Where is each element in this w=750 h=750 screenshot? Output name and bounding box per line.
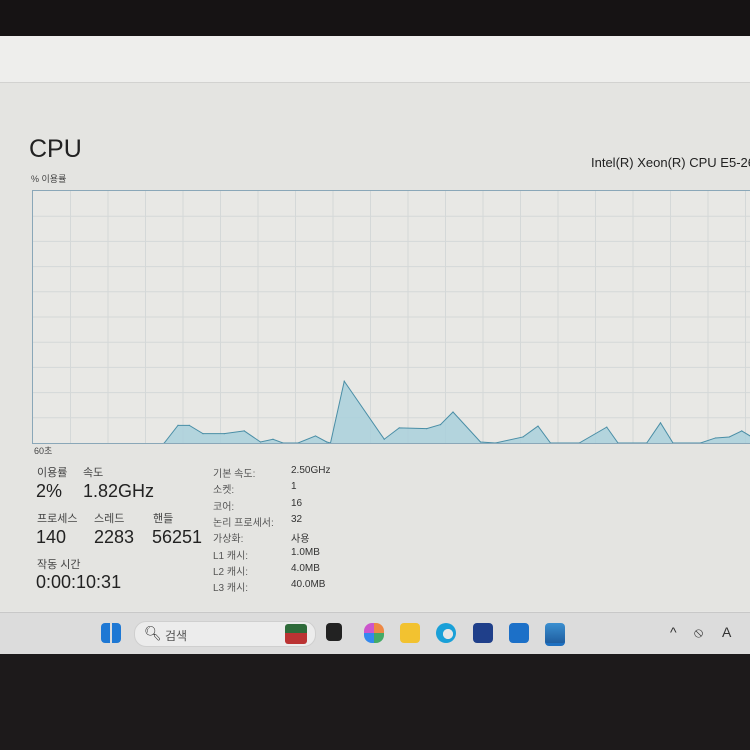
processes-value: 140 [36, 527, 67, 547]
uptime-value: 0:00:10:31 [36, 572, 122, 592]
data-point [426, 428, 428, 430]
processes-label: 프로세스 [37, 513, 78, 525]
data-point [343, 380, 345, 382]
windows-start-icon[interactable] [101, 623, 121, 643]
search-placeholder: 검색 [165, 629, 188, 643]
spec-value: 2.50GHz [291, 465, 331, 476]
data-point [398, 427, 400, 429]
spec-value: 40.0MB [291, 579, 326, 591]
data-point [479, 441, 482, 443]
data-point [223, 433, 225, 435]
data-point [728, 436, 730, 438]
file-explorer-icon[interactable] [400, 623, 420, 643]
spec-label: 기본 속도: [213, 469, 256, 480]
spec-value: 4.0MB [291, 562, 320, 574]
data-point [606, 426, 608, 428]
page-title: CPU [29, 135, 82, 163]
data-point [202, 433, 204, 435]
network-off-icon[interactable]: ⦸ [694, 624, 704, 640]
threads-value: 2283 [94, 527, 135, 547]
spec-value: 1.0MB [291, 546, 320, 558]
spec-value: 사용 [291, 534, 310, 546]
window-title-area [0, 36, 750, 83]
spec-label: L1 캐시: [213, 550, 249, 562]
spec-value: 32 [291, 513, 303, 525]
time-axis-label: 60초 [34, 446, 53, 456]
store-icon[interactable] [473, 623, 493, 643]
utilization-value: 2% [36, 481, 63, 501]
spec-label: L3 캐시: [213, 583, 249, 595]
monitor-bezel-top [0, 0, 750, 36]
data-point [177, 424, 179, 426]
speed-value: 1.82GHz [83, 481, 155, 501]
spec-label: 소켓: [213, 485, 235, 497]
data-point [741, 430, 743, 432]
data-point [188, 424, 190, 426]
data-point [314, 435, 317, 437]
utilization-label: 이용률 [37, 467, 68, 479]
data-point [259, 441, 262, 443]
chevron-up-icon[interactable]: ^ [670, 624, 677, 640]
threads-label: 스레드 [94, 513, 125, 525]
spec-value: 16 [291, 497, 303, 509]
search-highlight-icon [285, 624, 307, 644]
chart-svg [33, 191, 750, 444]
screen: CPU Intel(R) Xeon(R) CPU E5-26 % 이용률 60초… [0, 36, 750, 654]
search-icon: 🔍︎ [144, 625, 162, 641]
data-point [659, 422, 662, 424]
task-view-icon[interactable] [326, 623, 342, 641]
spec-label: 가상화: [213, 534, 244, 546]
cpu-performance-panel: CPU Intel(R) Xeon(R) CPU E5-26 % 이용률 60초… [0, 83, 750, 611]
data-point [243, 430, 245, 432]
edge-icon[interactable] [436, 623, 456, 643]
data-point [383, 438, 385, 440]
data-point [326, 441, 328, 443]
data-point [537, 425, 539, 427]
taskbar: 🔍︎ 검색 ^ ⦸ A [0, 612, 750, 654]
handles-label: 핸들 [153, 513, 174, 525]
handles-value: 56251 [152, 527, 203, 547]
data-point [522, 436, 524, 438]
outlook-icon[interactable] [509, 623, 529, 643]
utilization-area [164, 381, 750, 443]
copilot-icon[interactable] [364, 623, 384, 643]
ime-icon[interactable]: A [722, 624, 732, 640]
speed-label: 속도 [83, 467, 104, 479]
search-box[interactable]: 🔍︎ 검색 [134, 621, 316, 647]
spec-label: L2 캐시: [213, 566, 249, 578]
utilization-axis-label: % 이용률 [31, 174, 67, 184]
cpu-model-name: Intel(R) Xeon(R) CPU E5-26 [591, 155, 750, 170]
cpu-utilization-graph [32, 190, 750, 444]
spec-value: 1 [291, 481, 297, 493]
monitor-bezel-bottom [0, 654, 750, 750]
data-point [714, 437, 717, 439]
spec-label: 코어: [213, 501, 235, 513]
uptime-label: 작동 시간 [37, 559, 81, 571]
spec-label: 논리 프로세서: [213, 517, 274, 529]
data-point [452, 411, 454, 413]
data-point [439, 424, 442, 426]
task-manager-icon[interactable] [545, 623, 565, 646]
data-point [272, 438, 274, 440]
